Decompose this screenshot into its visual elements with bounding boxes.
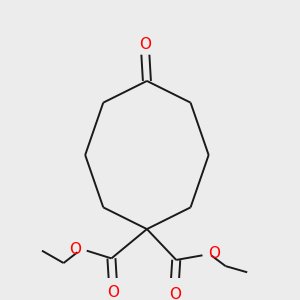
Text: O: O [69,242,81,256]
Text: O: O [208,246,220,261]
Text: O: O [169,287,181,300]
Text: O: O [140,37,152,52]
Text: O: O [107,286,119,300]
